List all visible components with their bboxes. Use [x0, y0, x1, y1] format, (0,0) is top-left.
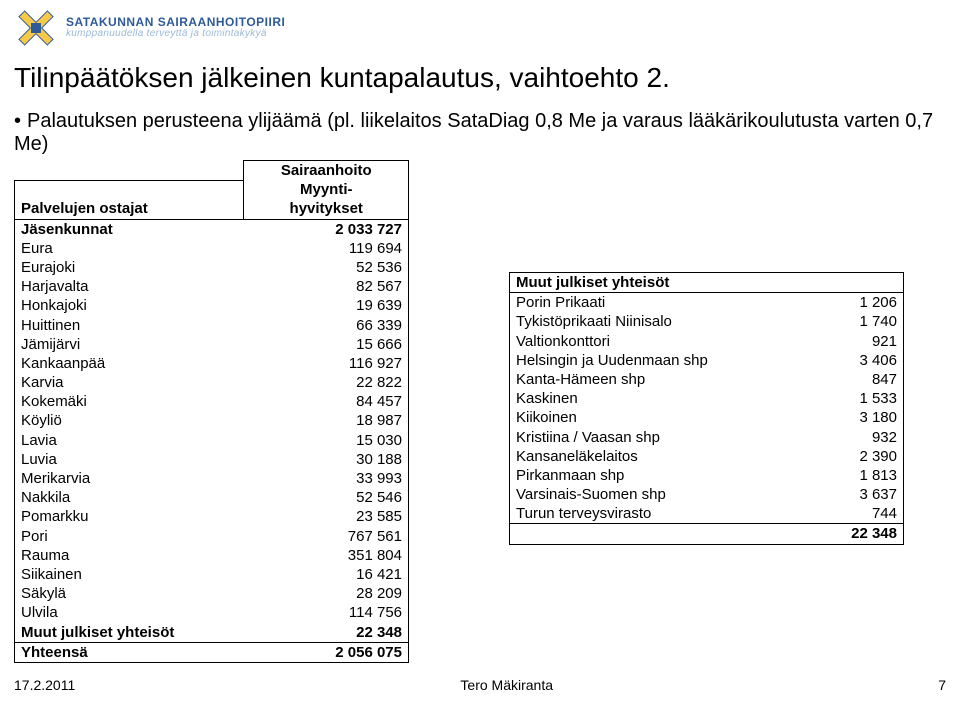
t1-row-value: 119 694 — [244, 239, 409, 258]
table-sairaanhoito: Sairaanhoito Palvelujen ostajat Myynti- … — [14, 160, 409, 663]
t1-row-value: 15 666 — [244, 335, 409, 354]
t1-muut-label: Muut julkiset yhteisöt — [15, 623, 244, 643]
t2-row-name: Kanta-Hämeen shp — [510, 370, 789, 389]
t1-col2-l1: Myynti- — [244, 180, 409, 199]
t1-row-value: 116 927 — [244, 354, 409, 373]
t1-jasen-value: 2 033 727 — [244, 219, 409, 239]
t2-row-value: 3 406 — [789, 351, 904, 370]
t1-row-name: Siikainen — [15, 565, 244, 584]
t2-row-value: 921 — [789, 332, 904, 351]
t1-row-name: Harjavalta — [15, 277, 244, 296]
t1-row-value: 16 421 — [244, 565, 409, 584]
subtitle-text: Palautuksen perusteena ylijäämä (pl. lii… — [14, 110, 933, 155]
t1-row-value: 18 987 — [244, 411, 409, 430]
t1-row-value: 22 822 — [244, 373, 409, 392]
t1-row-name: Eurajoki — [15, 258, 244, 277]
t1-row-name: Huittinen — [15, 316, 244, 335]
t1-row-value: 15 030 — [244, 431, 409, 450]
t1-row-header: Palvelujen ostajat — [15, 180, 244, 219]
t2-row-name: Varsinais-Suomen shp — [510, 485, 789, 504]
t1-row-value: 30 188 — [244, 450, 409, 469]
t2-row-name: Kristiina / Vaasan shp — [510, 428, 789, 447]
t1-row-name: Nakkila — [15, 488, 244, 507]
footer-author: Tero Mäkiranta — [460, 677, 553, 693]
t1-muut-value: 22 348 — [244, 623, 409, 643]
t1-row-value: 19 639 — [244, 296, 409, 315]
t1-row-value: 114 756 — [244, 603, 409, 622]
t2-row-name: Pirkanmaan shp — [510, 466, 789, 485]
t2-row-name: Kansaneläkelaitos — [510, 447, 789, 466]
t1-row-name: Luvia — [15, 450, 244, 469]
logo-icon — [14, 6, 58, 50]
t2-row-name: Helsingin ja Uudenmaan shp — [510, 351, 789, 370]
t1-total-label: Yhteensä — [15, 642, 244, 662]
t1-row-name: Pori — [15, 527, 244, 546]
t2-row-value: 932 — [789, 428, 904, 447]
header-logo: SATAKUNNAN SAIRAANHOITOPIIRI kumppanuude… — [14, 6, 285, 50]
t1-row-value: 351 804 — [244, 546, 409, 565]
t2-row-value: 744 — [789, 504, 904, 524]
t1-col-header-top: Sairaanhoito — [244, 161, 409, 181]
t2-row-value: 1 740 — [789, 312, 904, 331]
t1-row-value: 33 993 — [244, 469, 409, 488]
t1-row-name: Jämijärvi — [15, 335, 244, 354]
t1-row-value: 23 585 — [244, 507, 409, 526]
t1-row-name: Kankaanpää — [15, 354, 244, 373]
t1-row-name: Kokemäki — [15, 392, 244, 411]
t1-row-name: Rauma — [15, 546, 244, 565]
bullet-icon: • — [14, 110, 21, 133]
t1-row-value: 767 561 — [244, 527, 409, 546]
t2-row-value: 847 — [789, 370, 904, 389]
t1-row-name: Säkylä — [15, 584, 244, 603]
t1-row-name: Merikarvia — [15, 469, 244, 488]
t1-row-name: Eura — [15, 239, 244, 258]
t2-row-name: Tykistöprikaati Niinisalo — [510, 312, 789, 331]
t1-row-name: Pomarkku — [15, 507, 244, 526]
footer-page-number: 7 — [938, 677, 946, 693]
t2-row-name: Kiikoinen — [510, 408, 789, 427]
t1-row-name: Honkajoki — [15, 296, 244, 315]
t2-row-value: 3 637 — [789, 485, 904, 504]
t2-row-name: Kaskinen — [510, 389, 789, 408]
t1-row-value: 52 546 — [244, 488, 409, 507]
page-subtitle: •Palautuksen perusteena ylijäämä (pl. li… — [14, 110, 960, 156]
t1-row-name: Ulvila — [15, 603, 244, 622]
tables-container: Sairaanhoito Palvelujen ostajat Myynti- … — [14, 160, 946, 663]
footer-date: 17.2.2011 — [14, 677, 75, 693]
t2-row-name: Valtionkonttori — [510, 332, 789, 351]
page-title: Tilinpäätöksen jälkeinen kuntapalautus, … — [14, 62, 670, 94]
t1-col2-l2: hyvitykset — [244, 199, 409, 219]
t2-row-value: 3 180 — [789, 408, 904, 427]
page-footer: 17.2.2011 Tero Mäkiranta 7 — [14, 677, 946, 693]
t2-row-value: 1 206 — [789, 293, 904, 313]
t1-total-value: 2 056 075 — [244, 642, 409, 662]
t2-row-name: Porin Prikaati — [510, 293, 789, 313]
table-muut-julkiset: Muut julkiset yhteisöt Porin Prikaati1 2… — [509, 272, 904, 545]
t1-row-value: 82 567 — [244, 277, 409, 296]
t1-row-value: 28 209 — [244, 584, 409, 603]
t2-row-value: 1 813 — [789, 466, 904, 485]
t1-jasen-label: Jäsenkunnat — [15, 219, 244, 239]
logo-text-line2: kumppanuudella terveyttä ja toimintakyky… — [66, 29, 285, 40]
t1-row-name: Lavia — [15, 431, 244, 450]
t1-row-value: 84 457 — [244, 392, 409, 411]
t2-row-value: 1 533 — [789, 389, 904, 408]
t1-row-value: 66 339 — [244, 316, 409, 335]
t2-row-value: 2 390 — [789, 447, 904, 466]
t1-row-name: Karvia — [15, 373, 244, 392]
t1-row-name: Köyliö — [15, 411, 244, 430]
t1-row-value: 52 536 — [244, 258, 409, 277]
t2-header: Muut julkiset yhteisöt — [510, 273, 789, 293]
t2-row-name: Turun terveysvirasto — [510, 504, 789, 524]
t2-total-value: 22 348 — [789, 524, 904, 544]
